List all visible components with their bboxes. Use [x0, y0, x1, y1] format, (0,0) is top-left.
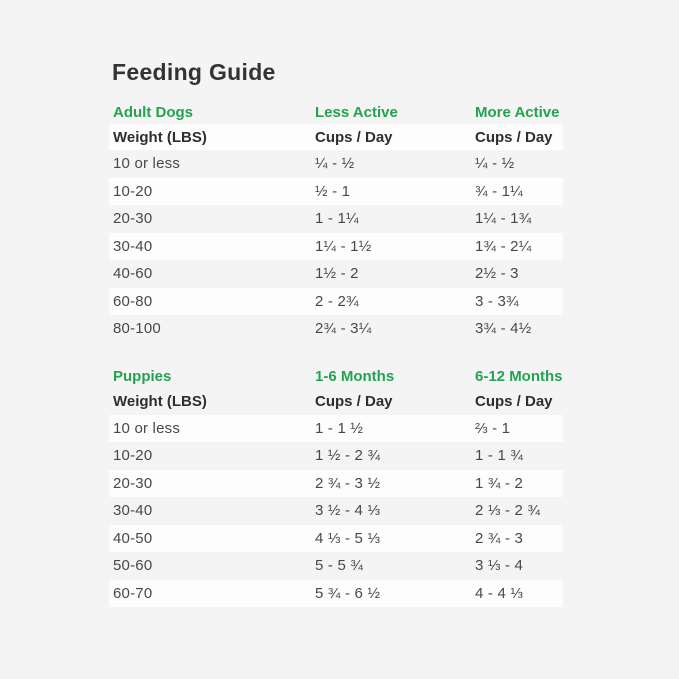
weight-cell: 50-60 [113, 557, 153, 575]
adult-dogs-table: Adult Dogs Less Active More Active Weigh… [109, 100, 563, 343]
cups-more-active-cell: 1¾ - 2¼ [475, 237, 532, 255]
cups-6-12-months-cell: 3 ⅓ - 4 [475, 557, 524, 575]
adult-dogs-rows: 10 or less ¼ - ½ ¼ - ½ 10-20 ½ - 1 ¾ - 1… [109, 150, 563, 343]
cups-6-12-months-cell: 1 ¾ - 2 [475, 474, 524, 492]
column-group-more-active: More Active [475, 103, 560, 121]
weight-cell: 30-40 [113, 237, 153, 255]
cups-less-active-cell: 1¼ - 1½ [315, 237, 372, 255]
feeding-guide-infographic: Feeding Guide Adult Dogs Less Active Mor… [109, 0, 563, 607]
column-header-cups-more-active: Cups / Day [475, 128, 553, 146]
column-header-weight: Weight (LBS) [113, 393, 207, 410]
weight-cell: 40-60 [113, 265, 153, 283]
weight-cell: 80-100 [113, 320, 161, 338]
weight-cell: 10-20 [113, 182, 153, 200]
weight-cell: 30-40 [113, 502, 153, 520]
cups-less-active-cell: 2 - 2¾ [315, 292, 359, 310]
table-row: 60-70 5 ¾ - 6 ½ 4 - 4 ⅓ [109, 579, 563, 607]
cups-less-active-cell: 1½ - 2 [315, 265, 359, 283]
table-row: 10 or less ¼ - ½ ¼ - ½ [109, 150, 563, 178]
cups-less-active-cell: 2¾ - 3¼ [315, 320, 372, 338]
cups-more-active-cell: 3¾ - 4½ [475, 320, 532, 338]
page-title: Feeding Guide [112, 59, 276, 85]
table-row: 60-80 2 - 2¾ 3 - 3¾ [109, 287, 563, 315]
cups-6-12-months-cell: 1 - 1 ¾ [475, 447, 524, 465]
weight-cell: 20-30 [113, 210, 153, 228]
section-title-puppies: Puppies [113, 368, 172, 385]
table-row: 50-60 5 - 5 ¾ 3 ⅓ - 4 [109, 552, 563, 580]
column-header-cups-6-12-months: Cups / Day [475, 393, 553, 410]
column-group-less-active: Less Active [315, 103, 398, 121]
cups-1-6-months-cell: 4 ⅓ - 5 ⅓ [315, 529, 381, 547]
weight-cell: 20-30 [113, 474, 153, 492]
weight-cell: 10 or less [113, 155, 181, 173]
cups-more-active-cell: ¼ - ½ [475, 155, 515, 173]
cups-1-6-months-cell: 2 ¾ - 3 ½ [315, 474, 381, 492]
puppies-rows: 10 or less 1 - 1 ½ ⅔ - 1 10-20 1 ½ - 2 ¾… [109, 414, 563, 607]
puppies-table: Puppies 1-6 Months 6-12 Months Weight (L… [109, 365, 563, 607]
table-row: 30-40 1¼ - 1½ 1¾ - 2¼ [109, 232, 563, 260]
cups-6-12-months-cell: 2 ⅓ - 2 ¾ [475, 502, 541, 520]
weight-cell: 40-50 [113, 529, 153, 547]
cups-1-6-months-cell: 1 - 1 ½ [315, 419, 364, 437]
column-header-weight: Weight (LBS) [113, 128, 207, 146]
table-row: 20-30 2 ¾ - 3 ½ 1 ¾ - 2 [109, 469, 563, 497]
cups-6-12-months-cell: 2 ¾ - 3 [475, 529, 524, 547]
cups-6-12-months-cell: 4 - 4 ⅓ [475, 584, 524, 602]
cups-more-active-cell: 1¼ - 1¾ [475, 210, 532, 228]
cups-1-6-months-cell: 5 ¾ - 6 ½ [315, 584, 381, 602]
cups-more-active-cell: 3 - 3¾ [475, 292, 519, 310]
adult-dogs-section-header-row: Adult Dogs Less Active More Active [109, 100, 563, 124]
weight-cell: 10 or less [113, 419, 181, 437]
table-row: 40-60 1½ - 2 2½ - 3 [109, 260, 563, 288]
column-group-1-6-months: 1-6 Months [315, 368, 395, 385]
cups-less-active-cell: ¼ - ½ [315, 155, 355, 173]
column-group-6-12-months: 6-12 Months [475, 368, 563, 385]
table-row: 10-20 1 ½ - 2 ¾ 1 - 1 ¾ [109, 442, 563, 470]
weight-cell: 10-20 [113, 447, 153, 465]
cups-6-12-months-cell: ⅔ - 1 [475, 419, 511, 437]
cups-more-active-cell: ¾ - 1¼ [475, 182, 523, 200]
cups-1-6-months-cell: 1 ½ - 2 ¾ [315, 447, 381, 465]
cups-more-active-cell: 2½ - 3 [475, 265, 519, 283]
section-title-adult-dogs: Adult Dogs [113, 103, 193, 121]
table-row: 10-20 ½ - 1 ¾ - 1¼ [109, 177, 563, 205]
cups-1-6-months-cell: 3 ½ - 4 ⅓ [315, 502, 381, 520]
weight-cell: 60-70 [113, 584, 153, 602]
puppies-column-header-row: Weight (LBS) Cups / Day Cups / Day [109, 389, 563, 415]
adult-dogs-column-header-row: Weight (LBS) Cups / Day Cups / Day [109, 124, 563, 150]
cups-less-active-cell: ½ - 1 [315, 182, 351, 200]
column-header-cups-less-active: Cups / Day [315, 128, 393, 146]
table-row: 40-50 4 ⅓ - 5 ⅓ 2 ¾ - 3 [109, 524, 563, 552]
weight-cell: 60-80 [113, 292, 153, 310]
table-row: 80-100 2¾ - 3¼ 3¾ - 4½ [109, 315, 563, 343]
puppies-section-header-row: Puppies 1-6 Months 6-12 Months [109, 365, 563, 389]
table-row: 10 or less 1 - 1 ½ ⅔ - 1 [109, 414, 563, 442]
column-header-cups-1-6-months: Cups / Day [315, 393, 393, 410]
table-row: 20-30 1 - 1¼ 1¼ - 1¾ [109, 205, 563, 233]
table-row: 30-40 3 ½ - 4 ⅓ 2 ⅓ - 2 ¾ [109, 497, 563, 525]
cups-1-6-months-cell: 5 - 5 ¾ [315, 557, 364, 575]
cups-less-active-cell: 1 - 1¼ [315, 210, 359, 228]
